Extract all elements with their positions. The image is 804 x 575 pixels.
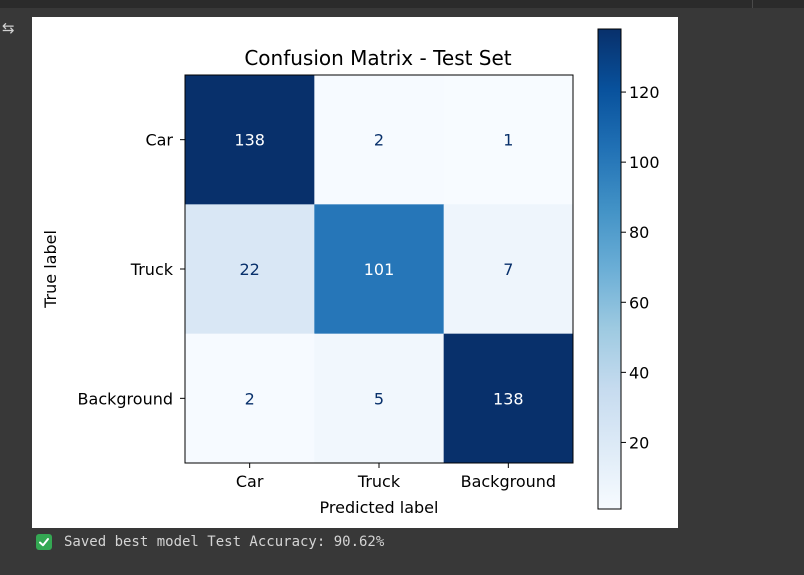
colorbar: [597, 28, 622, 510]
status-line: Saved best model Test Accuracy: 90.62%: [36, 532, 384, 552]
y-axis-label: True label: [41, 230, 60, 309]
cell-value-label: 2: [374, 131, 384, 150]
status-message: Saved best model Test Accuracy: 90.62%: [64, 534, 385, 550]
confusion-matrix-figure: Confusion Matrix - Test Set 138 2 1 22 101 7 2…: [32, 17, 678, 528]
chart-title: Confusion Matrix - Test Set: [244, 46, 511, 70]
colorbar-tick-label: 20: [629, 433, 649, 452]
heatmap-cell: [443, 333, 574, 464]
colorbar-tick-label: 60: [629, 293, 649, 312]
top-bar: [0, 0, 804, 8]
top-bar-divider: [752, 0, 753, 8]
y-tick-label: Car: [145, 131, 173, 150]
cell-value-label: 1: [503, 131, 513, 150]
cell-value-label: 5: [374, 389, 384, 408]
heatmap-cell: [185, 75, 315, 205]
colorbar-tick-label: 40: [629, 363, 649, 382]
confusion-matrix-chart: Confusion Matrix - Test Set 138 2 1 22 101 7 2…: [41, 28, 660, 517]
heatmap-cell: [185, 204, 315, 335]
check-mark-icon: [36, 534, 52, 550]
x-axis-label: Predicted label: [320, 498, 439, 517]
heatmap-cells: 138 2 1 22 101 7 2 5 138: [185, 75, 574, 464]
heatmap-cell: [185, 333, 315, 464]
cell-value-label: 2: [245, 389, 255, 408]
x-tick-label: Background: [461, 472, 556, 491]
x-tick-label: Truck: [357, 472, 401, 491]
y-tick-label: Truck: [130, 260, 174, 279]
cell-value-label: 101: [364, 260, 395, 279]
colorbar-tick-label: 80: [629, 223, 649, 242]
colorbar-tick-label: 100: [629, 153, 660, 172]
cell-value-label: 22: [239, 260, 259, 279]
output-toggle-icon[interactable]: ⇆: [2, 19, 15, 37]
x-tick-label: Car: [236, 472, 264, 491]
axis-ticks: Car Truck Background Car Truck Background: [78, 131, 557, 491]
heatmap-cell: [443, 75, 574, 205]
y-tick-label: Background: [78, 389, 173, 408]
heatmap-cell: [314, 204, 445, 335]
cell-value-label: 7: [503, 260, 513, 279]
heatmap-cell: [443, 204, 574, 335]
heatmap-cell: [314, 333, 445, 464]
colorbar-ticks: 20 40 60 80 100 120: [621, 83, 660, 452]
colorbar-tick-label: 120: [629, 83, 660, 102]
cell-value-label: 138: [493, 389, 524, 408]
heatmap-cell: [314, 75, 445, 205]
cell-value-label: 138: [234, 131, 265, 150]
